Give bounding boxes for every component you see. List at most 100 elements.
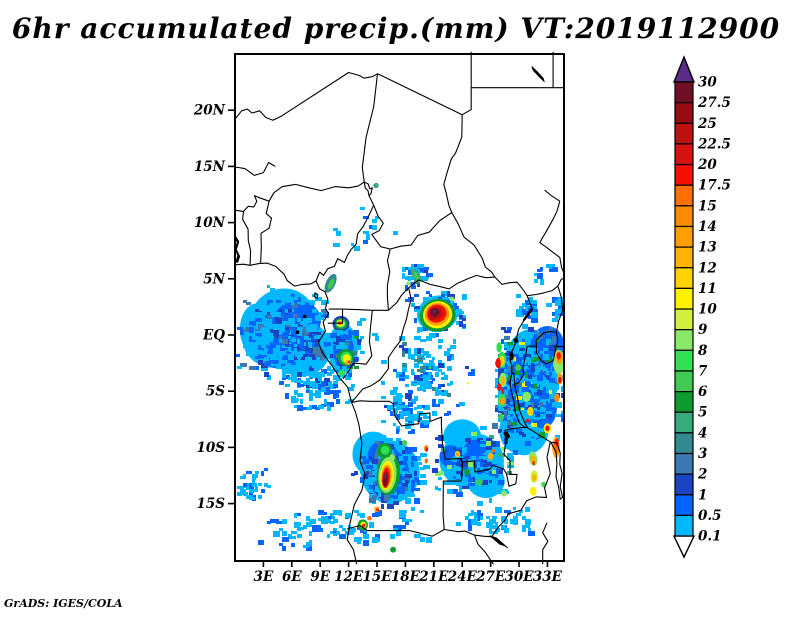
lake-filled (531, 66, 545, 83)
colorbar-box (674, 184, 694, 207)
island-dot (302, 314, 307, 319)
island-dot (295, 330, 300, 335)
x-axis-label: 18E (391, 569, 421, 585)
country-border (473, 534, 494, 565)
colorbar-box (674, 329, 694, 351)
colorbar-box (674, 102, 694, 124)
country-border (509, 343, 516, 355)
country-border (371, 204, 453, 250)
colorbar-box (674, 432, 694, 455)
colorbar-box (674, 308, 694, 331)
x-axis-label: 27E (475, 569, 506, 585)
colorbar-box (674, 205, 694, 228)
country-border (234, 161, 276, 176)
country-border (539, 201, 565, 274)
plot-title: 6hr accumulated precip.(mm) VT:201911290… (11, 12, 781, 45)
country-border (347, 524, 445, 537)
colorbar-label: 30 (698, 75, 717, 91)
colorbar-label: 10 (698, 302, 717, 318)
y-axis-label: EQ (202, 328, 225, 344)
precip-cores (324, 183, 564, 553)
lake-filled (489, 535, 507, 547)
colorbar-box (674, 287, 694, 310)
lake-filled (503, 431, 511, 441)
colorbar-label: 20 (697, 157, 717, 173)
lake-filled (513, 337, 519, 344)
colorbar-label: 27.5 (697, 95, 731, 111)
lake-outline (535, 331, 559, 365)
country-border (260, 201, 273, 264)
y-axis-label: 10S (196, 440, 225, 456)
x-axis-label: 24E (447, 569, 478, 585)
x-axis-label: 15E (362, 569, 392, 585)
colorbar-label: 17.5 (698, 178, 731, 194)
colorbar-label: 25 (697, 116, 717, 132)
country-border (234, 71, 378, 121)
colorbar-box (674, 143, 694, 166)
lakes-layer (234, 66, 564, 547)
country-border (451, 212, 496, 278)
country-border (509, 360, 513, 374)
country-border (351, 400, 463, 482)
precip-layer (235, 183, 564, 553)
country-border (342, 310, 373, 380)
y-axis-label: 20N (193, 103, 226, 119)
colorbar-label: 3 (698, 446, 707, 462)
colorbar-box (674, 246, 694, 269)
country-border (525, 426, 551, 443)
colorbar-box (674, 122, 694, 145)
lake-outline (509, 372, 528, 429)
country-border (242, 211, 252, 266)
lake-outline (313, 292, 319, 300)
map-frame (234, 53, 565, 562)
grads-credit: GrADS: IGES/COLA (4, 597, 123, 610)
colorbar-box (674, 411, 694, 434)
country-border (442, 480, 462, 530)
colorbar-label: 0.1 (698, 529, 722, 545)
colorbar-label: 7 (698, 364, 708, 380)
x-axis-label: 33E (533, 569, 563, 585)
colorbar-label: 11 (698, 281, 717, 297)
country-border (315, 195, 375, 282)
y-axis-label: 15S (196, 496, 225, 512)
country-border (377, 73, 463, 116)
colorbar-label: 5 (698, 405, 707, 421)
colorbar-box (674, 163, 694, 186)
precip-speckles (235, 207, 564, 551)
colorbar-box (674, 81, 694, 104)
country-border (388, 274, 495, 311)
y-axis-label: 10N (194, 215, 226, 231)
country-border (351, 287, 412, 403)
y-axis-label: 5N (203, 271, 225, 287)
country-border (554, 345, 565, 348)
lake-filled (509, 352, 514, 361)
colorbar-box (674, 370, 694, 393)
colorbar-label: 12 (698, 260, 717, 276)
colorbar-label: 4 (698, 425, 707, 441)
country-border (234, 195, 270, 212)
colorbar-arrow-up (672, 55, 696, 83)
country-border (234, 262, 366, 565)
lake-outline (549, 441, 564, 501)
country-border (491, 441, 551, 538)
x-axis-label: 9E (310, 569, 330, 585)
colorbar-label: 15 (698, 198, 717, 214)
colorbar-label: 22.5 (697, 136, 731, 152)
country-border (542, 522, 549, 565)
y-axis-label: 5S (206, 384, 225, 400)
country-border (363, 181, 373, 197)
x-axis-label: 21E (418, 569, 449, 585)
y-axis-label: 15N (194, 159, 226, 175)
country-border (516, 321, 524, 338)
colorbar-box (674, 514, 694, 537)
colorbar-arrow-down (672, 535, 696, 559)
colorbar-label: 1 (698, 487, 707, 503)
colorbar-label: 2 (697, 467, 707, 483)
x-axis-label: 6E (282, 569, 302, 585)
country-border (268, 181, 365, 202)
x-axis-label: 30E (505, 569, 535, 585)
colorbar: 30 27.5 25 22.5 20 17.5 15 14 13 12 11 10 9 8 7 6 5 4 3 2 1 0… (672, 55, 731, 559)
country-border (494, 276, 565, 297)
colorbar-box (674, 452, 694, 475)
